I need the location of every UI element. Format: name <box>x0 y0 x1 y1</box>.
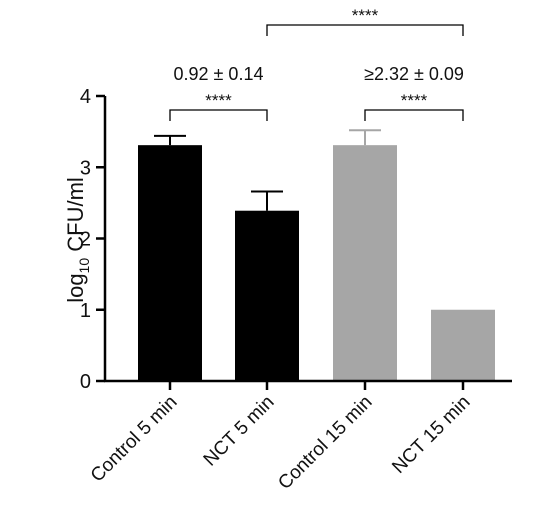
bar <box>235 210 299 381</box>
y-tick-label: 0 <box>80 371 91 393</box>
x-tick-label: NCT 15 min <box>388 392 474 478</box>
y-tick-label: 4 <box>80 86 91 108</box>
y-axis-label-rest: CFU/ml <box>63 177 88 258</box>
bar <box>431 309 495 381</box>
y-axis-label: log10 CFU/ml <box>63 177 92 303</box>
bar <box>333 145 397 381</box>
bars <box>138 145 495 381</box>
x-tick-label: Control 5 min <box>87 392 182 487</box>
annotations: 0.92 ± 0.14 ≥2.32 ± 0.09 <box>174 64 464 84</box>
reduction-annotation: ≥2.32 ± 0.09 <box>364 64 464 84</box>
significance-bracket <box>364 109 464 121</box>
error-bars <box>154 129 381 211</box>
reduction-annotation: 0.92 ± 0.14 <box>174 64 264 84</box>
significance-bracket <box>169 109 268 121</box>
x-tick-label: NCT 5 min <box>200 392 279 471</box>
significance-label: **** <box>205 91 232 110</box>
significance-brackets: **** **** **** <box>169 6 464 121</box>
x-tick-label: Control 15 min <box>274 392 376 494</box>
y-axis-label-subscript: 10 <box>76 258 92 274</box>
y-tick-label: 3 <box>80 157 91 179</box>
significance-bracket <box>266 24 464 36</box>
y-tick-label: 1 <box>80 300 91 322</box>
significance-label: **** <box>352 6 379 25</box>
significance-label: **** <box>401 91 428 110</box>
y-tick-label: 2 <box>80 229 91 251</box>
bar <box>138 145 202 381</box>
y-ticks: 0 1 2 3 4 <box>80 86 105 393</box>
y-axis-label-main: log <box>63 273 88 302</box>
